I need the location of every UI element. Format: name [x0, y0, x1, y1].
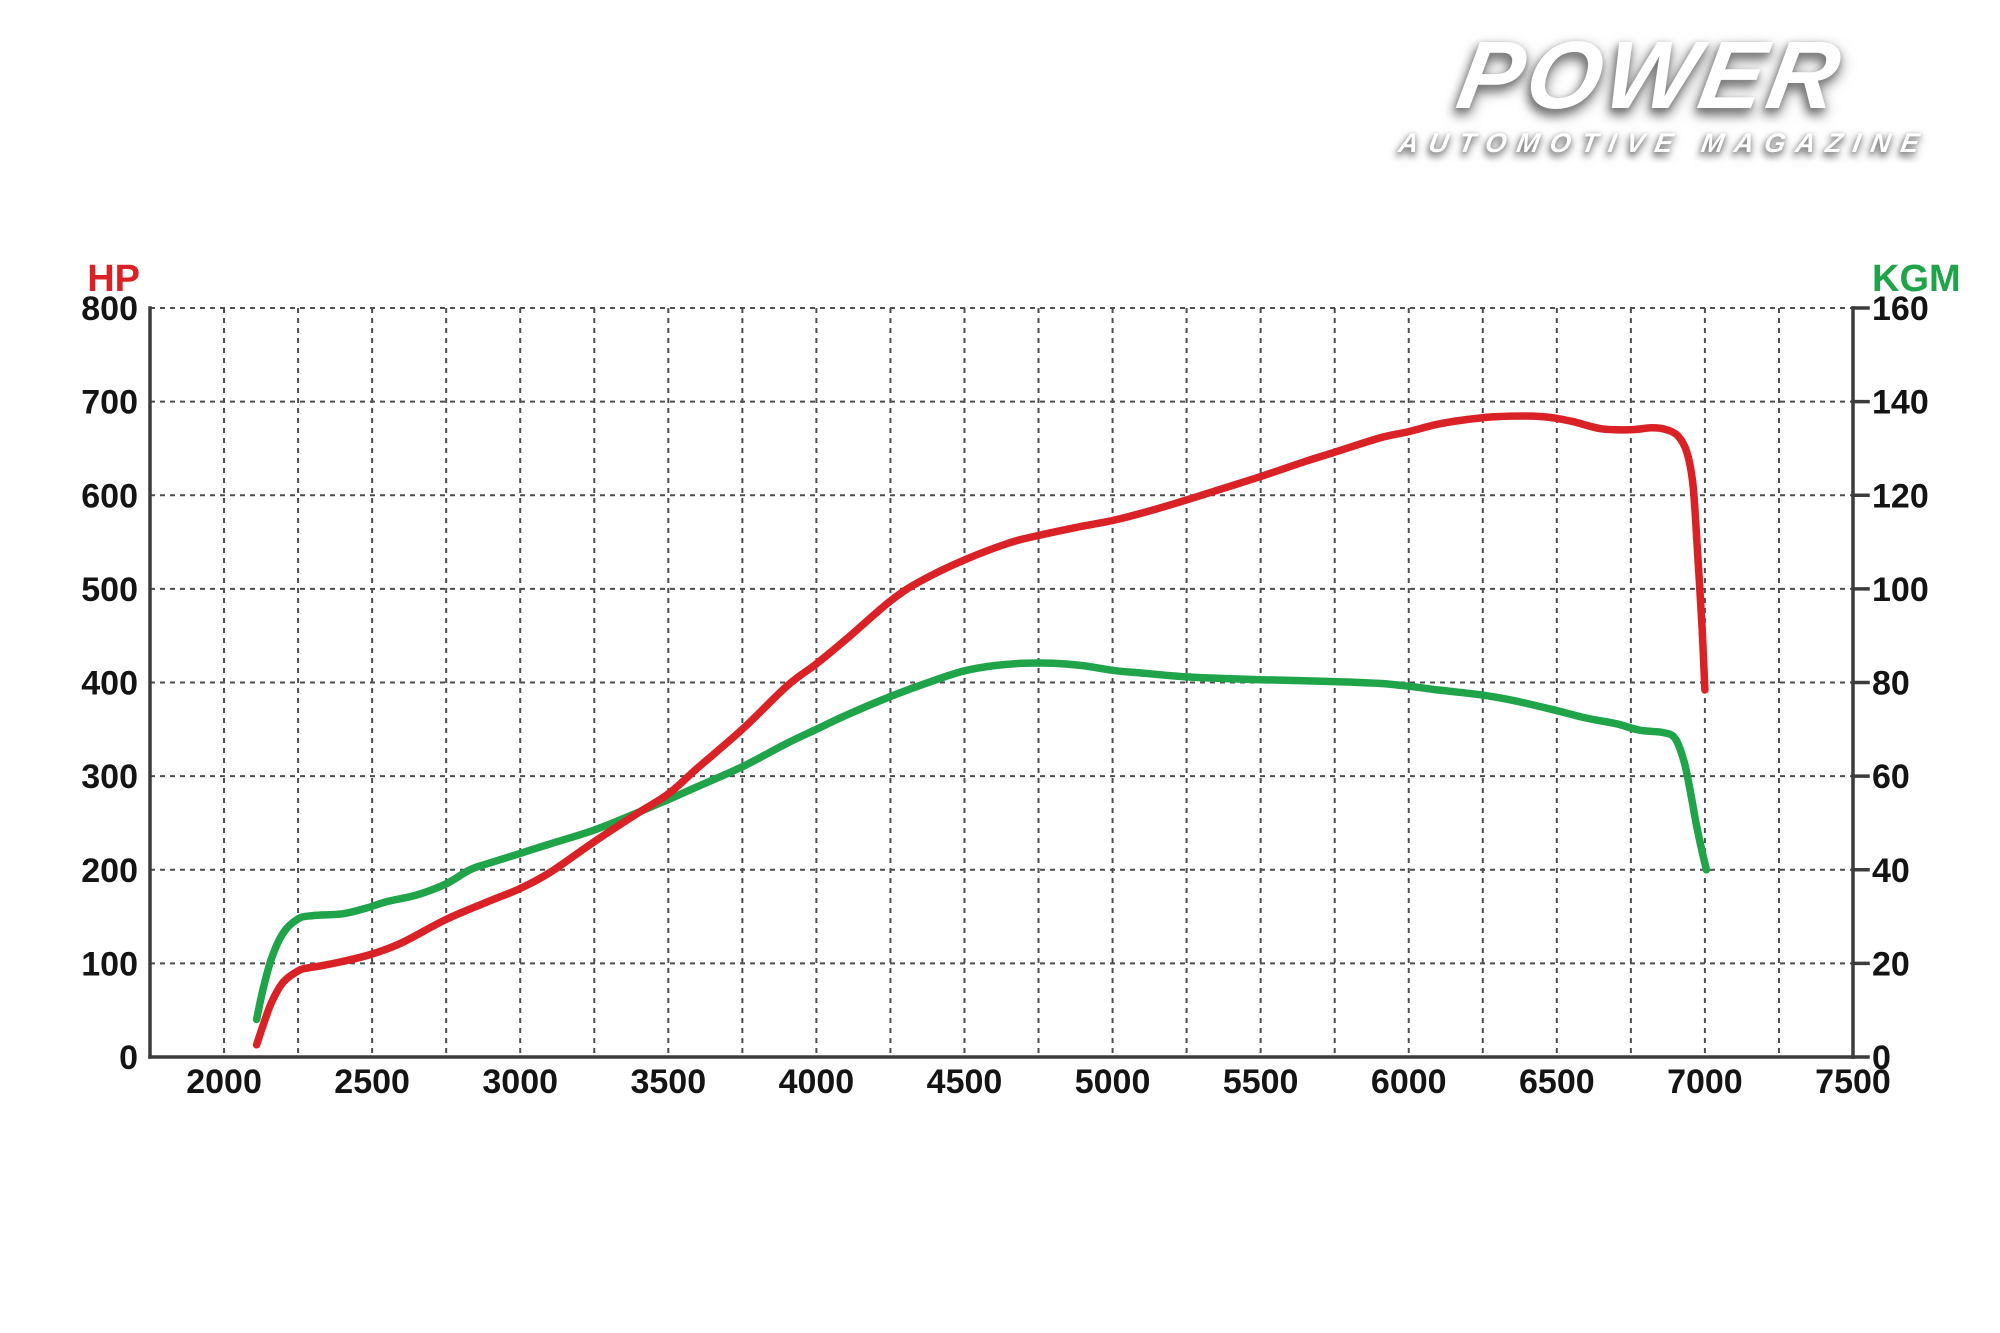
kgm-tick-label: 120 — [1872, 477, 1929, 515]
x-tick-label: 4000 — [779, 1063, 855, 1101]
kgm-tick-label: 160 — [1872, 290, 1929, 328]
hp-axis-title: HP — [87, 258, 140, 300]
x-tick-label: 4500 — [927, 1063, 1003, 1101]
hp-tick-label: 700 — [81, 384, 138, 422]
hp-tick-label: 500 — [81, 571, 138, 609]
x-tick-label: 5500 — [1223, 1063, 1299, 1101]
logo-subtitle: AUTOMOTIVE MAGAZINE — [1396, 128, 1933, 158]
hp-tick-label: 400 — [81, 665, 138, 703]
hp-tick-label: 300 — [81, 758, 138, 796]
hp-tick-label: 0 — [119, 1039, 138, 1077]
kgm-curve — [252, 659, 1711, 1024]
x-tick-label: 2000 — [186, 1063, 262, 1101]
logo-title: POWER — [1450, 22, 1852, 129]
hp-curve — [252, 412, 1709, 1049]
hp-tick-label: 600 — [81, 477, 138, 515]
x-tick-label: 7500 — [1815, 1063, 1891, 1101]
kgm-tick-label: 60 — [1872, 758, 1910, 796]
gridlines — [150, 307, 1853, 1057]
kgm-tick-label: 40 — [1872, 852, 1910, 890]
kgm-tick-label: 100 — [1872, 571, 1929, 609]
x-tick-label: 3500 — [630, 1063, 706, 1101]
kgm-tick-label: 20 — [1872, 945, 1910, 983]
kgm-tick-label: 80 — [1872, 665, 1910, 703]
hp-tick-label: 100 — [81, 945, 138, 983]
kgm-tick-label: 140 — [1872, 384, 1929, 422]
x-tick-label: 2500 — [334, 1063, 410, 1101]
hp-tick-label: 800 — [81, 290, 138, 328]
hp-tick-label: 200 — [81, 852, 138, 890]
x-tick-label: 7000 — [1667, 1063, 1743, 1101]
axis-frame — [148, 306, 1870, 1059]
kgm-axis-labels: 0 20 40 60 80 100 120 140 160 — [1872, 290, 1929, 1077]
kgm-axis-title: KGM — [1872, 258, 1961, 300]
x-tick-label: 5000 — [1075, 1063, 1151, 1101]
magazine-logo: POWER AUTOMOTIVE MAGAZINE — [1396, 22, 1933, 158]
x-tick-label: 6500 — [1519, 1063, 1595, 1101]
x-tick-label: 3000 — [482, 1063, 558, 1101]
hp-axis-labels: 0 100 200 300 400 500 600 700 800 — [81, 290, 138, 1077]
x-axis-labels: 2000 2500 3000 3500 4000 4500 5000 5500 6000 6500… — [186, 1063, 1891, 1101]
x-tick-label: 6000 — [1371, 1063, 1447, 1101]
kgm-tick-label: 0 — [1872, 1039, 1891, 1077]
